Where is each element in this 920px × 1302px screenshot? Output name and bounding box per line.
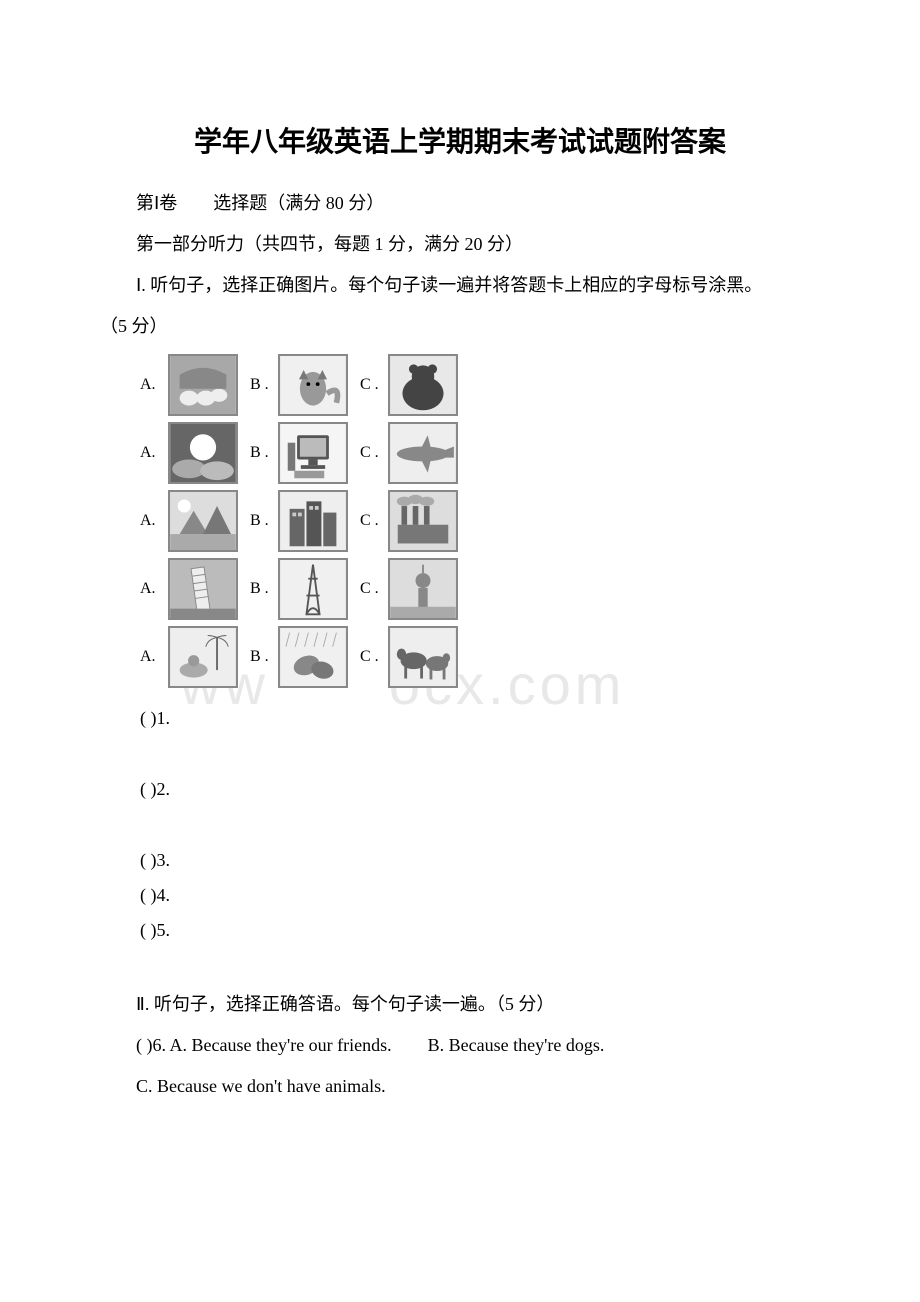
option-label-a: A. xyxy=(140,580,168,598)
thumb-2b-computer xyxy=(278,422,348,484)
option-label-c: C . xyxy=(360,580,388,598)
option-label-a: A. xyxy=(140,648,168,666)
section-heading-2: 第一部分听力（共四节，每题 1 分，满分 20 分） xyxy=(100,231,820,258)
option-label-b: B . xyxy=(250,648,278,666)
option-label-c: C . xyxy=(360,376,388,394)
section-heading-1: 第Ⅰ卷 选择题（满分 80 分） xyxy=(100,190,820,217)
thumb-3b-city xyxy=(278,490,348,552)
thumb-1c-bear xyxy=(388,354,458,416)
image-grid: A. B . C . A. B . xyxy=(140,354,820,688)
question-6: ( )6. A. Because they're our friends. B.… xyxy=(100,1032,820,1059)
option-label-c: C . xyxy=(360,444,388,462)
thumb-2a-sun xyxy=(168,422,238,484)
question-3: ( )3. xyxy=(140,850,820,871)
image-row-1: A. B . C . xyxy=(140,354,820,416)
option-label-c: C . xyxy=(360,512,388,530)
instruction-2: Ⅱ. 听句子，选择正确答语。每个句子读一遍。（5 分） xyxy=(100,991,820,1018)
image-row-4: A. B . C . xyxy=(140,558,820,620)
option-label-a: A. xyxy=(140,512,168,530)
image-row-3: A. B . C . xyxy=(140,490,820,552)
question-5: ( )5. xyxy=(140,920,820,941)
thumb-2c-airplane xyxy=(388,422,458,484)
option-label-c: C . xyxy=(360,648,388,666)
question-1: ( )1. xyxy=(140,708,820,729)
question-2: ( )2. xyxy=(140,779,820,800)
question-4: ( )4. xyxy=(140,885,820,906)
option-label-b: B . xyxy=(250,376,278,394)
thumb-5c-horses xyxy=(388,626,458,688)
thumb-4a-pisa-tower xyxy=(168,558,238,620)
thumb-4b-eiffel-tower xyxy=(278,558,348,620)
thumb-3c-factory xyxy=(388,490,458,552)
page-title: 学年八年级英语上学期期末考试试题附答案 xyxy=(100,120,820,160)
option-label-b: B . xyxy=(250,580,278,598)
thumb-1b-fox xyxy=(278,354,348,416)
image-row-5: A. B . C . xyxy=(140,626,820,688)
thumb-1a-sheep xyxy=(168,354,238,416)
thumb-3a-countryside xyxy=(168,490,238,552)
question-6c: C. Because we don't have animals. xyxy=(100,1073,820,1100)
thumb-5b-rain-leaves xyxy=(278,626,348,688)
instruction-1a: Ⅰ. 听句子，选择正确图片。每个句子读一遍并将答题卡上相应的字母标号涂黑。 xyxy=(100,272,820,299)
thumb-4c-statue xyxy=(388,558,458,620)
option-label-b: B . xyxy=(250,444,278,462)
thumb-5a-beach xyxy=(168,626,238,688)
option-label-b: B . xyxy=(250,512,278,530)
image-row-2: A. B . C . xyxy=(140,422,820,484)
option-label-a: A. xyxy=(140,444,168,462)
instruction-1b: （5 分） xyxy=(100,313,820,340)
option-label-a: A. xyxy=(140,376,168,394)
